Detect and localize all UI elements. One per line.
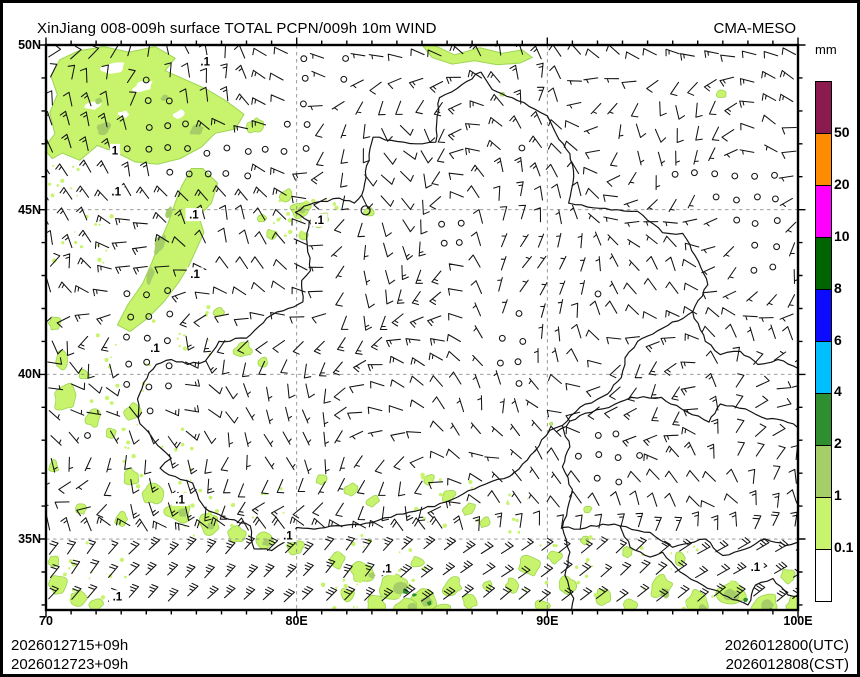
- page-title: XinJiang 008-009h surface TOTAL PCPN/009…: [37, 20, 437, 37]
- colorbar-label-4: 4: [834, 383, 842, 400]
- colorbar-segment-5: [816, 341, 831, 393]
- x-tick-label-70: 70: [39, 614, 53, 628]
- svg-text:.1: .1: [175, 495, 185, 507]
- colorbar-label-0.1: 0.1: [834, 539, 854, 556]
- precipitation-colorbar: [815, 81, 832, 602]
- colorbar-segment-3: [816, 237, 831, 289]
- map-inner: .1 1 .1 .1 .1 .1 .1 .1 .1 .1 .1 .1: [46, 45, 798, 610]
- colorbar-segment-6: [816, 393, 831, 445]
- colorbar-label-1: 1: [834, 487, 842, 504]
- svg-text:.1: .1: [200, 57, 210, 69]
- contour-labels: .1 1 .1 .1 .1 .1 .1 .1 .1 .1 .1 .1: [107, 55, 764, 604]
- init-time-utc: 2026012715+09h: [11, 637, 129, 654]
- svg-text:.1: .1: [190, 269, 200, 281]
- colorbar-unit-label: mm: [815, 42, 837, 57]
- precip-shading: [46, 45, 798, 610]
- colorbar-segment-7: [816, 445, 831, 497]
- colorbar-label-6: 6: [834, 331, 842, 348]
- svg-text:.1: .1: [150, 343, 160, 355]
- y-tick-label-45N: 45N: [18, 202, 41, 217]
- colorbar-label-8: 8: [834, 279, 842, 296]
- wind-barbs: [46, 45, 798, 603]
- svg-text:.1: .1: [382, 564, 392, 576]
- svg-text:.1: .1: [751, 562, 761, 574]
- svg-text:.1: .1: [111, 187, 121, 199]
- colorbar-label-50: 50: [834, 123, 850, 140]
- y-tick-label-35N: 35N: [18, 532, 41, 547]
- colorbar-segment-0: [816, 82, 831, 133]
- map-frame: [38, 37, 806, 618]
- grid-lines: [46, 45, 798, 610]
- colorbar-segment-8: [816, 497, 831, 549]
- svg-text:.1: .1: [314, 215, 324, 227]
- y-tick-label-50N: 50N: [18, 38, 41, 52]
- x-tick-label-80E: 80E: [285, 614, 308, 628]
- svg-text:.1: .1: [283, 531, 293, 543]
- x-tick-label-100E: 100E: [783, 614, 813, 628]
- footer-init-times: 2026012715+09h 2026012723+09h: [11, 636, 128, 674]
- y-tick-label-40N: 40N: [18, 367, 41, 382]
- colorbar-segment-4: [816, 289, 831, 341]
- footer-valid-times: 2026012800(UTC) 2026012808(CST): [725, 636, 849, 674]
- colorbar-segment-9: [816, 549, 831, 601]
- valid-time-cst: 2026012808(CST): [725, 656, 849, 673]
- model-name-label: CMA-MESO: [713, 20, 797, 37]
- colorbar-segment-2: [816, 185, 831, 237]
- svg-text:.1: .1: [189, 210, 199, 222]
- colorbar-label-20: 20: [834, 175, 850, 192]
- x-tick-label-90E: 90E: [536, 614, 559, 628]
- svg-text:1: 1: [112, 145, 119, 157]
- valid-time-utc: 2026012800(UTC): [724, 637, 849, 654]
- svg-text:.1: .1: [113, 592, 123, 604]
- map-canvas: .1 1 .1 .1 .1 .1 .1 .1 .1 .1 .1 .1: [38, 37, 806, 618]
- colorbar-segment-1: [816, 133, 831, 185]
- init-time-cst: 2026012723+09h: [11, 656, 129, 673]
- colorbar-label-10: 10: [834, 227, 850, 244]
- colorbar-label-2: 2: [834, 435, 842, 452]
